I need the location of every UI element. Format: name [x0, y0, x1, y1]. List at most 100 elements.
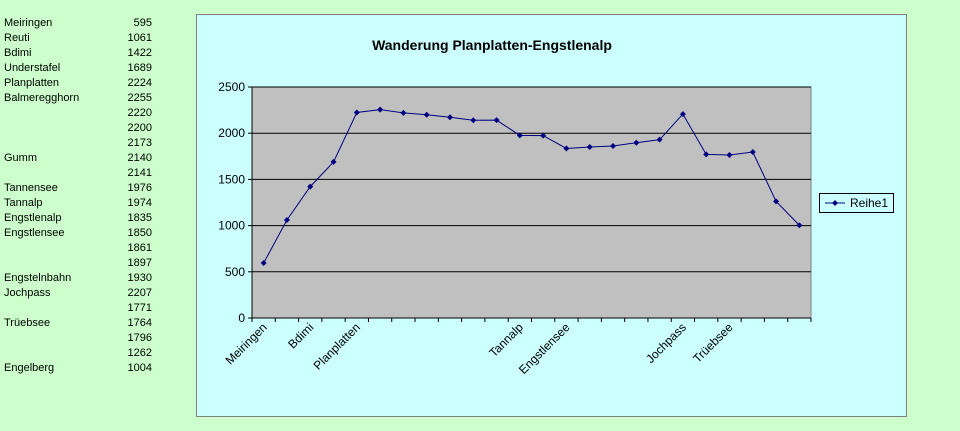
chart-svg: Wanderung Planplatten-Engstlenalp 0 500 100… [218, 37, 812, 377]
row-elevation-value: 1796 [127, 332, 152, 344]
y-tick-label: 2000 [218, 126, 245, 140]
row-elevation-value: 2207 [127, 287, 152, 299]
table-row: Engstelnbahn 1930 [0, 271, 158, 286]
row-elevation-value: 1976 [127, 182, 152, 194]
data-point [446, 114, 453, 121]
table-row: Engelberg 1004 [0, 361, 158, 376]
data-point [633, 139, 640, 146]
legend-label: Reihe1 [850, 196, 889, 210]
chart-area: Wanderung Planplatten-Engstlenalp 0 500 100… [196, 14, 907, 417]
row-elevation-value: 1850 [127, 227, 152, 239]
row-elevation-value: 1061 [127, 32, 152, 44]
table-row: Meiringen 595 [0, 16, 158, 31]
row-location-name: Jochpass [4, 287, 51, 299]
row-elevation-value: 2224 [127, 77, 152, 89]
data-point [423, 111, 430, 118]
table-row: 2200 [0, 121, 158, 136]
data-point [330, 158, 337, 165]
table-row: Planplatten 2224 [0, 76, 158, 91]
y-tick-label: 1500 [218, 172, 245, 186]
data-point [679, 111, 686, 118]
table-row: Bdimi 1422 [0, 46, 158, 61]
table-row: 2141 [0, 166, 158, 181]
y-tick-label: 1000 [218, 219, 245, 233]
data-point [656, 136, 663, 143]
row-location-name: Engstelnbahn [4, 272, 72, 284]
data-point [703, 151, 710, 158]
row-elevation-value: 1262 [127, 347, 152, 359]
table-row: Gumm 2140 [0, 151, 158, 166]
data-point [516, 132, 523, 139]
data-point [353, 109, 360, 116]
x-category-label: Planplatten [311, 320, 363, 372]
row-elevation-value: 1861 [127, 242, 152, 254]
row-elevation-value: 2140 [127, 152, 152, 164]
table-row: Reuti 1061 [0, 31, 158, 46]
row-elevation-value: 2141 [127, 167, 152, 179]
row-elevation-value: 1689 [127, 62, 152, 74]
data-point [610, 143, 617, 150]
row-elevation-value: 595 [133, 17, 152, 29]
row-elevation-value: 1835 [127, 212, 152, 224]
data-point [377, 106, 384, 113]
row-location-name: Understafel [4, 62, 61, 74]
data-table: Meiringen 595 Reuti 1061 Bdimi 1422 Understafe… [0, 16, 158, 376]
row-elevation-value: 2200 [127, 122, 152, 134]
row-elevation-value: 1422 [127, 47, 152, 59]
row-location-name: Trüebsee [4, 317, 51, 329]
table-row: Tannalp 1974 [0, 196, 158, 211]
table-row: 2220 [0, 106, 158, 121]
x-category-label: Jochpass [643, 320, 689, 366]
y-tick-label: 500 [225, 265, 245, 279]
row-location-name: Tannalp [4, 197, 43, 209]
row-elevation-value: 1897 [127, 257, 152, 269]
table-row: 2173 [0, 136, 158, 151]
x-category-label: Tannalp [486, 320, 526, 360]
data-point [260, 260, 267, 267]
row-location-name: Gumm [4, 152, 37, 164]
y-tick-label: 0 [238, 311, 245, 325]
data-point [307, 183, 314, 190]
row-location-name: Balmeregghorn [4, 92, 80, 104]
table-row: Engstlensee 1850 [0, 226, 158, 241]
data-point [796, 222, 803, 229]
table-row: Balmeregghorn 2255 [0, 91, 158, 106]
row-location-name: Engelberg [4, 362, 55, 374]
row-location-name: Reuti [4, 32, 30, 44]
row-elevation-value: 1764 [127, 317, 152, 329]
row-elevation-value: 1004 [127, 362, 152, 374]
data-point [773, 198, 780, 205]
row-location-name: Engstlenalp [4, 212, 62, 224]
legend: Reihe1 [819, 193, 894, 213]
table-row: Tannensee 1976 [0, 181, 158, 196]
row-elevation-value: 1930 [127, 272, 152, 284]
row-location-name: Engstlensee [4, 227, 65, 239]
x-category-label: Trüebsee [690, 320, 736, 366]
table-row: Understafel 1689 [0, 61, 158, 76]
row-elevation-value: 2173 [127, 137, 152, 149]
table-row: Trüebsee 1764 [0, 316, 158, 331]
table-row: 1771 [0, 301, 158, 316]
table-row: 1796 [0, 331, 158, 346]
data-point [540, 132, 547, 139]
row-location-name: Tannensee [4, 182, 58, 194]
table-row: Engstlenalp 1835 [0, 211, 158, 226]
table-row: 1262 [0, 346, 158, 361]
data-point [470, 117, 477, 124]
row-location-name: Planplatten [4, 77, 60, 89]
legend-marker-graphic [825, 200, 845, 206]
x-category-label: Bdimi [285, 320, 316, 351]
chart-title: Wanderung Planplatten-Engstlenalp [372, 37, 612, 53]
data-point [493, 117, 500, 124]
data-point [400, 109, 407, 116]
row-elevation-value: 2220 [127, 107, 152, 119]
data-point [749, 149, 756, 156]
data-point [726, 152, 733, 159]
row-location-name: Meiringen [4, 17, 53, 29]
data-point [586, 144, 593, 151]
row-elevation-value: 2255 [127, 92, 152, 104]
table-row: 1861 [0, 241, 158, 256]
row-elevation-value: 1771 [127, 302, 152, 314]
series-line [263, 109, 800, 264]
y-tick-label: 2500 [218, 80, 245, 94]
